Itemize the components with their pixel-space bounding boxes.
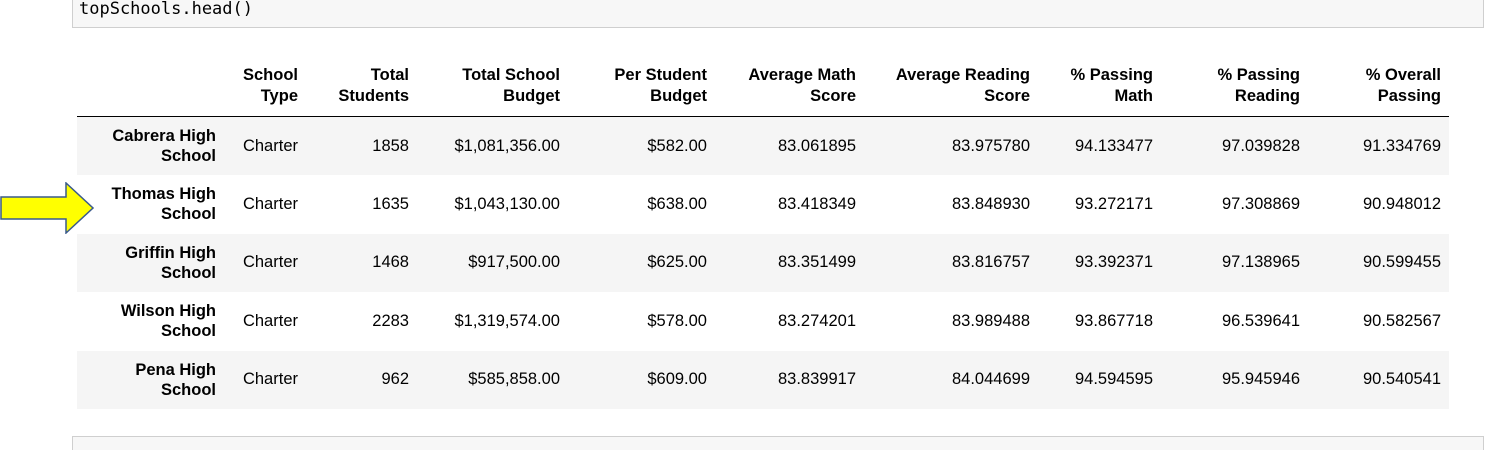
- column-header-passing-math: % Passing Math: [1038, 62, 1161, 117]
- cell-average-math-score: 83.351499: [778, 253, 856, 272]
- cell-passing-reading: 97.138965: [1222, 253, 1300, 272]
- column-header-passing-reading: % Passing Reading: [1161, 62, 1308, 117]
- cell-overall-passing: 90.599455: [1363, 253, 1441, 272]
- cell-total-school-budget: $585,858.00: [468, 370, 560, 389]
- table-row: Thomas High School Charter 1635 $1,043,13…: [77, 175, 1449, 234]
- header-row: School Type Total Students Total School Bud…: [77, 62, 1449, 117]
- cell-passing-math: 94.133477: [1075, 136, 1153, 155]
- row-index-label: Pena High School: [135, 360, 216, 399]
- column-header-average-math-score: Average Math Score: [715, 62, 864, 117]
- cell-overall-passing: 90.582567: [1363, 311, 1441, 330]
- cell-overall-passing: 91.334769: [1363, 136, 1441, 155]
- code-cell-input[interactable]: topSchools.head(): [72, 0, 1484, 28]
- table-row: Pena High School Charter 962 $585,858.00 …: [77, 350, 1449, 409]
- cell-overall-passing: 90.948012: [1363, 194, 1441, 213]
- cell-school-type: Charter: [242, 194, 298, 213]
- cell-overall-passing: 90.540541: [1363, 370, 1441, 389]
- row-index-label: Griffin High School: [125, 243, 216, 282]
- cell-per-student-budget: $625.00: [647, 253, 707, 272]
- code-text: topSchools.head(): [79, 0, 253, 19]
- column-header-total-students: Total Students: [306, 62, 417, 117]
- column-header-overall-passing: % Overall Passing: [1308, 62, 1449, 117]
- cell-school-type: Charter: [242, 311, 298, 330]
- cell-passing-reading: 97.308869: [1222, 194, 1300, 213]
- cell-passing-reading: 97.039828: [1222, 136, 1300, 155]
- cell-passing-math: 93.392371: [1075, 253, 1153, 272]
- cell-average-reading-score: 83.989488: [952, 311, 1030, 330]
- cell-average-reading-score: 84.044699: [952, 370, 1030, 389]
- cell-average-math-score: 83.418349: [778, 194, 856, 213]
- cell-average-math-score: 83.061895: [778, 136, 856, 155]
- column-header-total-school-budget: Total School Budget: [417, 62, 568, 117]
- cell-total-school-budget: $1,319,574.00: [454, 311, 560, 330]
- cell-average-math-score: 83.839917: [778, 370, 856, 389]
- cell-passing-math: 93.272171: [1075, 194, 1153, 213]
- cell-total-students: 1468: [372, 253, 409, 272]
- cell-school-type: Charter: [242, 136, 298, 155]
- cell-total-students: 2283: [372, 311, 409, 330]
- cell-per-student-budget: $638.00: [647, 194, 707, 213]
- cell-passing-math: 94.594595: [1075, 370, 1153, 389]
- cell-average-reading-score: 83.975780: [952, 136, 1030, 155]
- cell-average-reading-score: 83.848930: [952, 194, 1030, 213]
- cell-per-student-budget: $609.00: [647, 370, 707, 389]
- cell-total-students: 1635: [372, 194, 409, 213]
- column-header-average-reading-score: Average Reading Score: [864, 62, 1038, 117]
- cell-per-student-budget: $582.00: [647, 136, 707, 155]
- table-body: Cabrera High School Charter 1858 $1,081,3…: [77, 116, 1449, 409]
- cell-total-students: 1858: [372, 136, 409, 155]
- table-row: Wilson High School Charter 2283 $1,319,57…: [77, 292, 1449, 351]
- column-header-school-type: School Type: [224, 62, 306, 117]
- right-arrow-icon: [0, 182, 94, 234]
- cell-per-student-budget: $578.00: [647, 311, 707, 330]
- next-code-cell[interactable]: [72, 436, 1484, 450]
- cell-total-school-budget: $917,500.00: [468, 253, 560, 272]
- table-row: Cabrera High School Charter 1858 $1,081,3…: [77, 116, 1449, 175]
- table-row: Griffin High School Charter 1468 $917,500…: [77, 233, 1449, 292]
- cell-average-reading-score: 83.816757: [952, 253, 1030, 272]
- arrow-shape: [0, 182, 94, 234]
- index-header: [77, 62, 224, 117]
- table-header: School Type Total Students Total School Bud…: [77, 62, 1449, 117]
- cell-total-school-budget: $1,081,356.00: [454, 136, 560, 155]
- cell-total-students: 962: [381, 370, 409, 389]
- row-index-label: Wilson High School: [120, 302, 216, 341]
- cell-total-school-budget: $1,043,130.00: [454, 194, 560, 213]
- cell-passing-math: 93.867718: [1075, 311, 1153, 330]
- column-header-per-student-budget: Per Student Budget: [568, 62, 715, 117]
- cell-school-type: Charter: [242, 370, 298, 389]
- cell-average-math-score: 83.274201: [778, 311, 856, 330]
- cell-passing-reading: 96.539641: [1222, 311, 1300, 330]
- cell-passing-reading: 95.945946: [1222, 370, 1300, 389]
- row-index-label: Thomas High School: [111, 185, 216, 224]
- row-index-label: Cabrera High School: [112, 127, 216, 165]
- cell-school-type: Charter: [242, 253, 298, 272]
- dataframe-table: School Type Total Students Total School Bud…: [77, 62, 1449, 409]
